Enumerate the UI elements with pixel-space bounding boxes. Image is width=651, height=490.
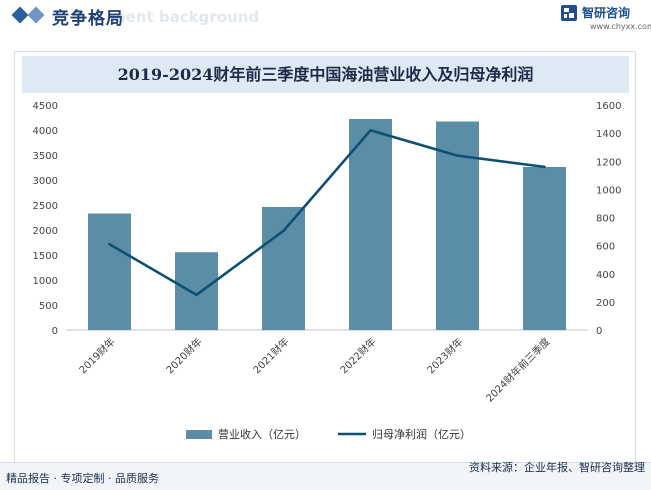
y-left-tick-label: 0	[52, 326, 58, 337]
y-left-tick-label: 4500	[33, 101, 58, 112]
net-profit-point	[369, 129, 372, 132]
legend-bar-swatch	[186, 430, 212, 439]
brand-logo-icon	[561, 5, 577, 21]
brand-url: www.chyxx.com	[590, 22, 651, 31]
section-watermark-text: ment background	[110, 8, 260, 26]
y-right-tick-label: 400	[596, 270, 615, 281]
x-tick-label: 2020财年	[163, 335, 204, 376]
x-tick-label: 2019财年	[76, 335, 117, 376]
y-right-tick-label: 600	[596, 242, 615, 253]
bar	[175, 252, 218, 330]
section-title: 竞争格局	[52, 9, 124, 29]
net-profit-line	[108, 129, 546, 297]
y-left-tick-label: 500	[39, 301, 58, 312]
x-tick-label: 2023财年	[424, 335, 465, 376]
net-profit-point	[543, 165, 546, 169]
net-profit-point	[108, 243, 111, 246]
net-profit-point	[195, 293, 198, 297]
y-left-tick-label: 1500	[33, 251, 58, 262]
y-left-tick-label: 3000	[33, 176, 58, 187]
y-right-tick-label: 200	[596, 298, 615, 309]
y-right-tick-label: 1600	[596, 101, 621, 112]
y-left-tick-label: 3500	[33, 151, 58, 162]
x-tick-label: 2022财年	[337, 335, 378, 376]
net-profit-point	[456, 154, 459, 157]
x-tick-label: 2021财年	[250, 335, 291, 376]
x-tick-label: 2024财年前三季度	[483, 335, 553, 405]
brand-name: 智研咨询	[582, 6, 631, 20]
y-right-tick-label: 1000	[596, 185, 621, 196]
legend-line-label: 归母净利润（亿元）	[372, 427, 471, 441]
y-left-tick-label: 1000	[33, 276, 58, 287]
y-right-tick-label: 0	[596, 326, 602, 337]
y-right-tick-label: 1400	[596, 129, 621, 140]
y-left-tick-label: 2500	[33, 201, 58, 212]
y-left-tick-label: 2000	[33, 226, 58, 237]
legend-bar-label: 营业收入（亿元）	[218, 427, 306, 441]
footer-bar: 精品报告 · 专项定制 · 品质服务	[0, 462, 651, 490]
footer-slogan: 精品报告 · 专项定制 · 品质服务	[6, 472, 159, 485]
chart-title-bar	[22, 56, 629, 93]
source-note: 资料来源：企业年报、智研咨询整理	[469, 461, 645, 474]
chart-title: 2019-2024财年前三季度中国海油营业收入及归母净利润	[117, 65, 534, 84]
bar	[436, 121, 479, 330]
net-profit-point	[282, 229, 285, 233]
bar	[523, 167, 566, 330]
bar	[88, 213, 131, 330]
bar	[262, 207, 305, 330]
y-right-tick-label: 800	[596, 214, 615, 225]
section-header: ment background 竞争格局 智研咨询 www.chyxx.com	[0, 0, 651, 36]
bar	[349, 119, 392, 330]
y-right-tick-label: 1200	[596, 157, 621, 168]
y-left-tick-label: 4000	[33, 126, 58, 137]
